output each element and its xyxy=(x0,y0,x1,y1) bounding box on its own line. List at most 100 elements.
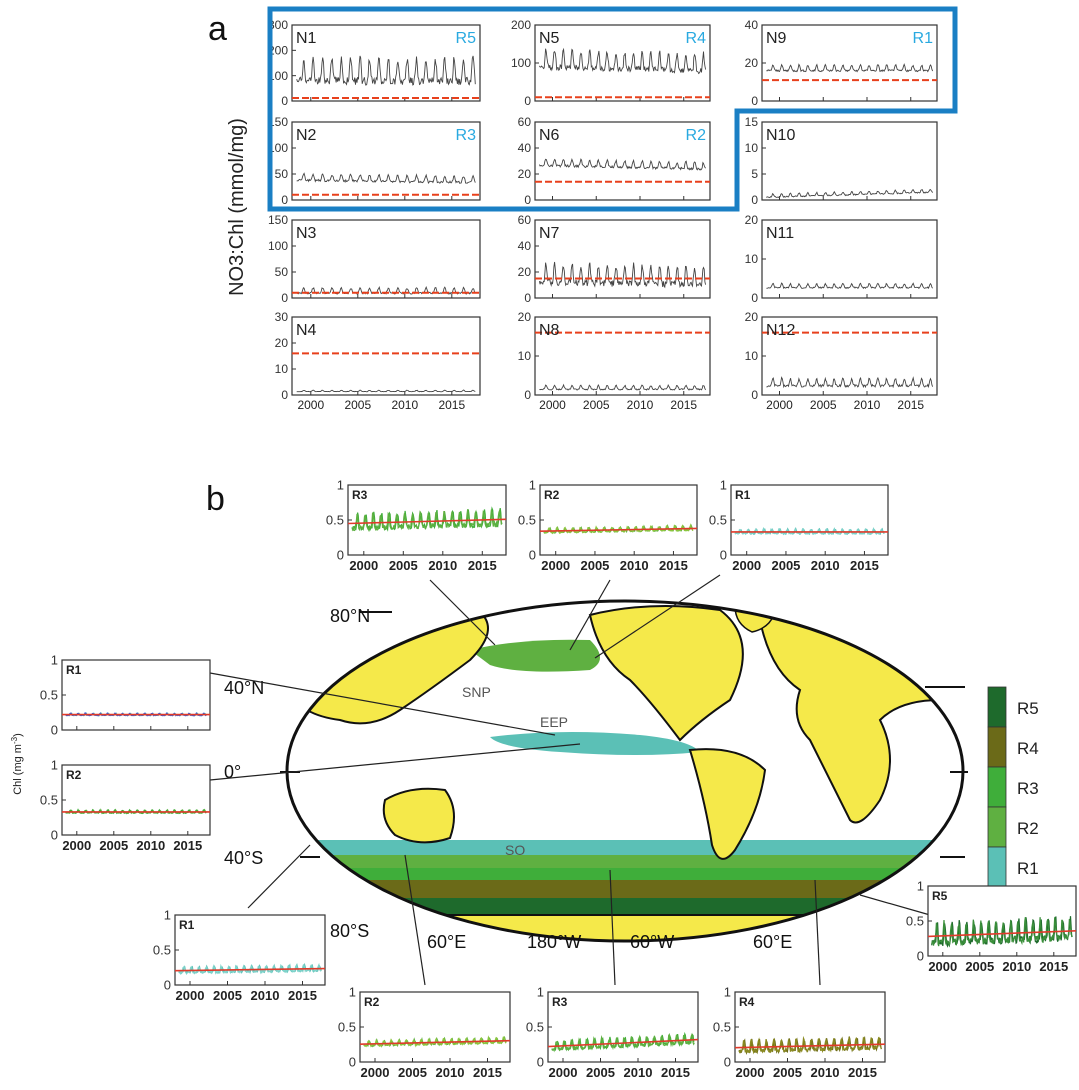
subplot-frame xyxy=(291,24,481,102)
connector-r5-right xyxy=(859,894,931,916)
x-tick-label: 2005 xyxy=(99,838,128,853)
y-tick-label: 50 xyxy=(275,265,289,279)
series-line xyxy=(766,376,934,389)
so-band-r4 xyxy=(287,880,963,902)
subplot-name: R1 xyxy=(66,663,82,677)
y-tick-label: 40 xyxy=(518,141,532,155)
subplot-frame xyxy=(61,659,211,731)
subplot-frame xyxy=(291,316,481,396)
y-tick-label: 0 xyxy=(524,291,531,305)
y-tick-label: 20 xyxy=(518,310,532,324)
region-label-eep: EEP xyxy=(540,714,568,730)
x-tick-label: 2015 xyxy=(848,1065,877,1080)
series-line xyxy=(363,1035,507,1048)
subplot-name: R4 xyxy=(739,995,755,1009)
lon-label-180w: 180°W xyxy=(527,932,581,952)
x-tick-label: 2005 xyxy=(810,398,837,412)
x-tick-label: 2005 xyxy=(771,558,800,573)
y-tick-label: 0 xyxy=(51,723,58,738)
y-tick-label: 0.5 xyxy=(906,914,924,929)
land-australia xyxy=(382,787,455,844)
subplot-n7: 0 20 40 60 N7 xyxy=(518,213,711,305)
legend-swatch-r1 xyxy=(987,846,1007,888)
y-tick-label: 0.5 xyxy=(713,1020,731,1035)
legend-label-r4: R4 xyxy=(1017,739,1039,758)
subplot-frame xyxy=(761,24,938,102)
y-tick-label: 20 xyxy=(745,310,759,324)
legend-label-r3: R3 xyxy=(1017,779,1039,798)
subplot-name: R2 xyxy=(66,768,82,782)
y-tick-label: 0 xyxy=(164,978,171,993)
y-tick-label: 0 xyxy=(281,388,288,402)
trend-line xyxy=(539,527,698,532)
subplot-r2-left-lower: 0 0.5 1 2000 2005 2010 2015 R2 xyxy=(40,758,211,853)
y-tick-label: 0.5 xyxy=(326,513,344,528)
subplot-name: R1 xyxy=(179,918,195,932)
lat-label-40s: 40°S xyxy=(224,848,263,868)
x-tick-label: 2015 xyxy=(438,398,465,412)
y-tick-label: 1 xyxy=(724,985,731,1000)
subplot-name: N10 xyxy=(766,127,795,144)
x-tick-label: 2010 xyxy=(136,838,165,853)
panel-b-ylabel: Chl (mg m-3) xyxy=(10,733,24,795)
y-tick-label: 0 xyxy=(537,1055,544,1070)
subplot-r5-bottom-right: 0 0.5 1 2000 2005 2010 2015 R5 xyxy=(906,879,1077,974)
legend-swatch-r4 xyxy=(987,726,1007,768)
connector-lines xyxy=(209,574,931,986)
y-tick-label: 20 xyxy=(518,265,532,279)
x-tick-label: 2015 xyxy=(897,398,924,412)
panel-a-ylabel: NO3:Chl (mmol/mg) xyxy=(226,118,248,296)
y-tick-label: 0 xyxy=(720,548,727,563)
connector-r4-bottom xyxy=(814,879,821,986)
y-tick-label: 0 xyxy=(751,388,758,402)
subplot-r4-bottom-4: 0 0.5 1 2000 2005 2010 2015 R4 xyxy=(713,985,886,1080)
series-line xyxy=(538,158,706,171)
y-tick-label: 0 xyxy=(281,291,288,305)
x-tick-label: 2015 xyxy=(173,838,202,853)
legend-label-r5: R5 xyxy=(1017,699,1039,718)
y-tick-label: 100 xyxy=(268,141,288,155)
x-tick-label: 2005 xyxy=(965,959,994,974)
y-tick-label: 0 xyxy=(751,291,758,305)
legend-swatch-r2 xyxy=(987,806,1007,848)
series-line xyxy=(539,383,706,391)
x-tick-label: 2015 xyxy=(288,988,317,1003)
series-line xyxy=(296,55,476,86)
y-tick-label: 0 xyxy=(281,94,288,108)
x-tick-label: 2010 xyxy=(1002,959,1031,974)
y-tick-label: 20 xyxy=(745,56,759,70)
subplot-r2-bottom-2: 0 0.5 1 2000 2005 2010 2015 R2 xyxy=(338,985,511,1080)
x-tick-label: 2000 xyxy=(928,959,957,974)
subplot-frame xyxy=(291,219,481,299)
y-tick-label: 0.5 xyxy=(40,793,58,808)
lat-label-80n: 80°N xyxy=(330,606,370,626)
subplot-name: R3 xyxy=(552,995,568,1009)
y-tick-label: 0.5 xyxy=(40,688,58,703)
x-tick-label: 2015 xyxy=(661,1065,690,1080)
lon-label-60e: 60°E xyxy=(427,932,466,952)
connector-r3-bottom xyxy=(609,869,616,986)
subplot-n3: 0 50 100 150 N3 xyxy=(268,213,481,305)
subplot-frame xyxy=(539,484,698,556)
x-tick-label: 2010 xyxy=(854,398,881,412)
y-tick-label: 50 xyxy=(275,167,289,181)
x-tick-label: 2015 xyxy=(850,558,879,573)
series-line xyxy=(539,47,707,75)
subplot-r2-top-middle: 0 0.5 1 2000 2005 2010 2015 R2 xyxy=(518,478,698,573)
subplot-frame xyxy=(174,914,326,986)
series-line xyxy=(766,282,933,290)
x-tick-label: 2010 xyxy=(620,558,649,573)
lat-label-0: 0° xyxy=(224,762,241,782)
subplot-name: R2 xyxy=(544,488,560,502)
panel-letter-a: a xyxy=(208,10,227,48)
y-tick-label: 0 xyxy=(349,1055,356,1070)
y-tick-label: 0 xyxy=(917,949,924,964)
subplot-name: N6 xyxy=(539,127,560,144)
y-tick-label: 100 xyxy=(268,69,288,83)
lat-label-80s: 80°S xyxy=(330,921,369,941)
eep-band xyxy=(490,731,700,755)
y-tick-label: 0.5 xyxy=(526,1020,544,1035)
x-tick-label: 2005 xyxy=(773,1065,802,1080)
y-tick-label: 0 xyxy=(524,94,531,108)
